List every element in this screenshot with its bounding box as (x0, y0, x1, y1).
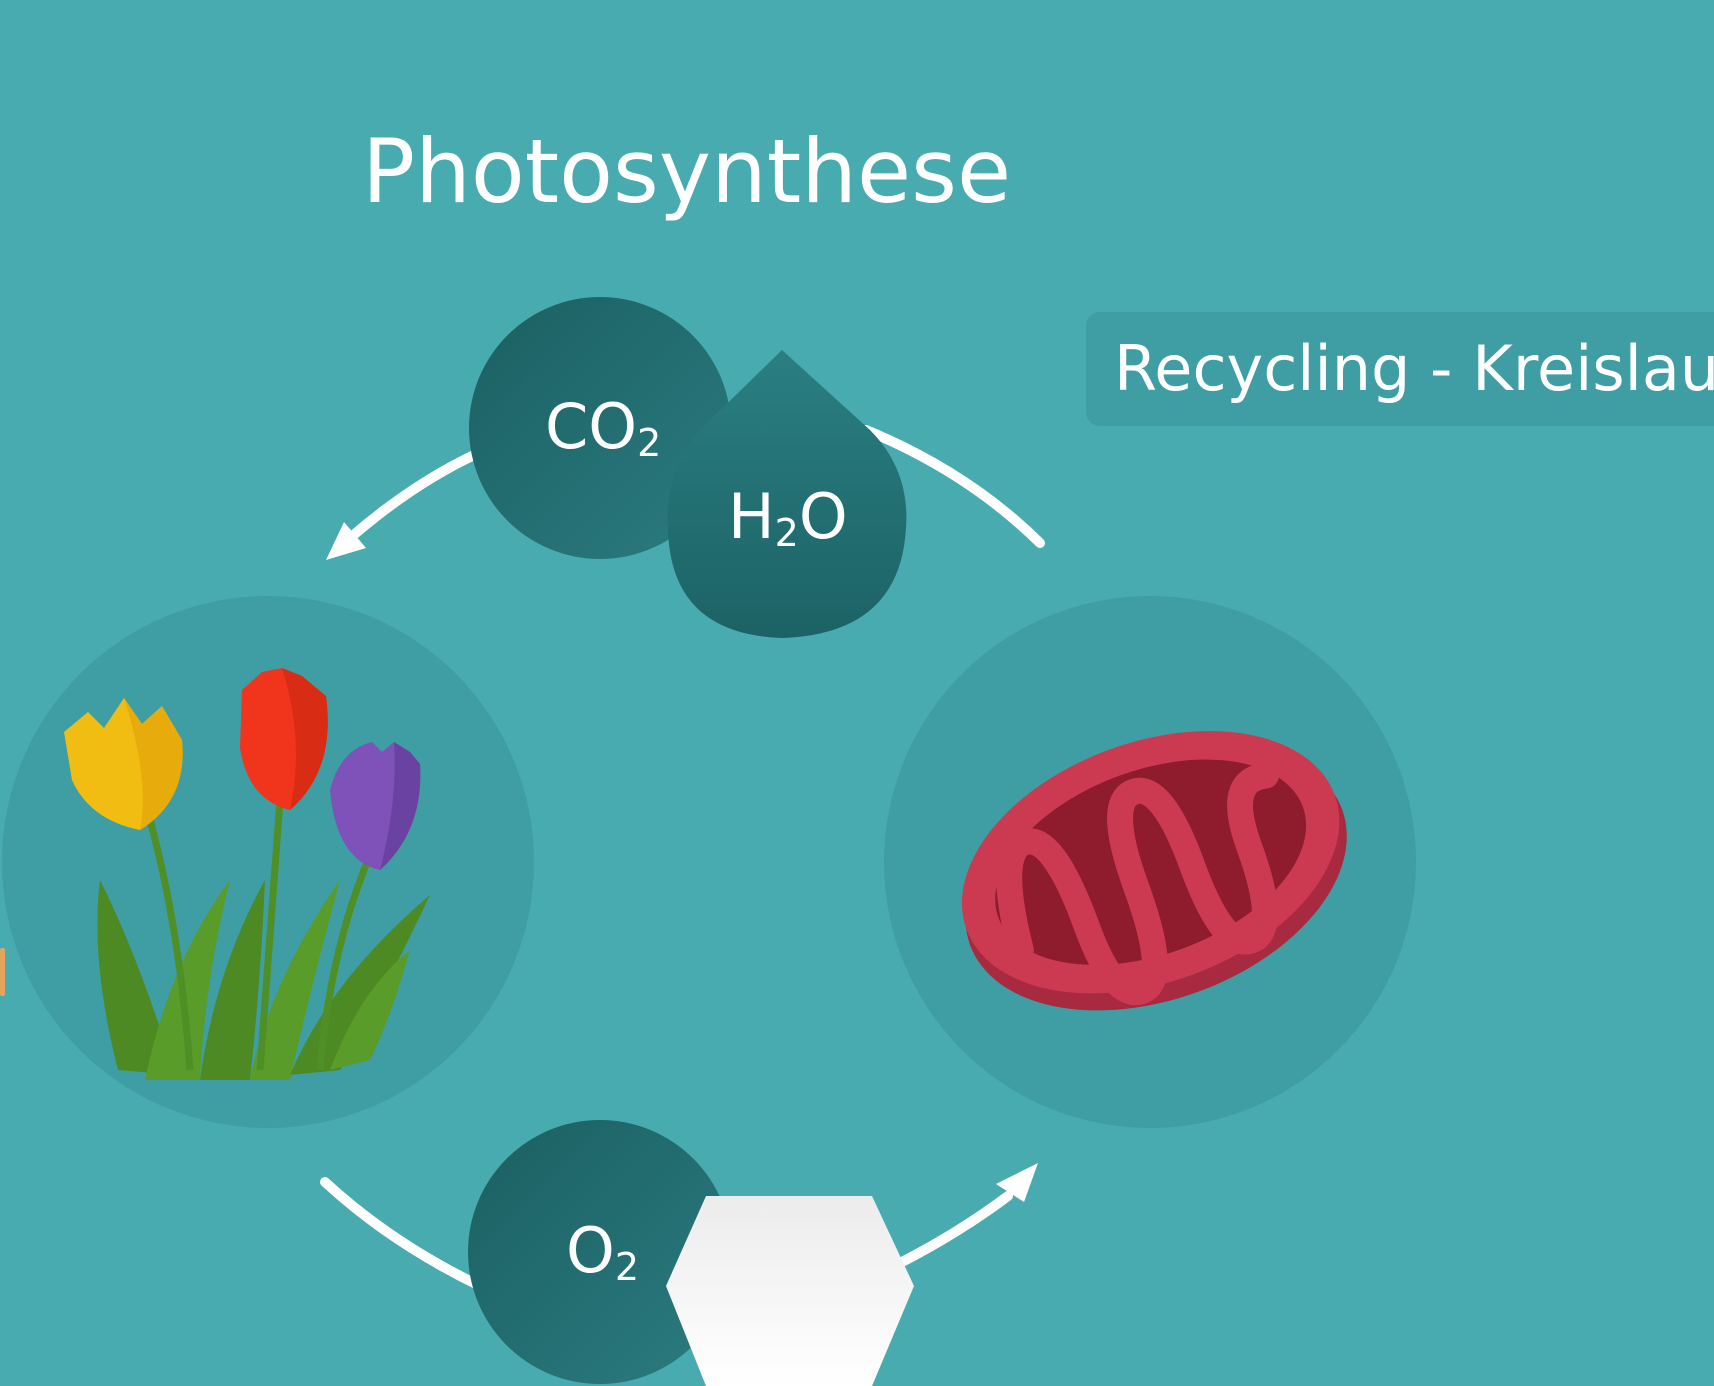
tulips-icon (64, 668, 430, 1080)
co2-subscript: 2 (637, 421, 662, 465)
h2o-label: H2O (728, 480, 848, 555)
co2-label: CO2 (545, 390, 662, 465)
cycle-label-badge: Recycling - Kreislauf (1086, 312, 1714, 426)
o2-molecule (468, 1120, 732, 1384)
edge-highlight-mark (0, 948, 5, 996)
o2-label: O2 (566, 1214, 639, 1289)
co2-molecule (469, 297, 731, 559)
arrow-to-mitochondrion (897, 1163, 1038, 1267)
arc-top-right (861, 425, 1045, 548)
o2-subscript: 2 (614, 1245, 639, 1289)
mitochondrion-icon (961, 731, 1347, 1011)
arc-bottom-left (320, 1177, 483, 1290)
h2o-subscript: 2 (774, 511, 799, 555)
arrow-to-plants (326, 451, 477, 560)
tulip-yellow (64, 698, 183, 830)
tulip-red (240, 668, 328, 810)
o2-symbol: O (566, 1214, 615, 1287)
page-title: Photosynthese (362, 120, 1012, 223)
h2o-symbol-o: O (798, 480, 848, 553)
tulip-purple (330, 742, 421, 870)
co2-symbol: CO (545, 390, 638, 463)
cycle-label-text: Recycling - Kreislauf (1114, 332, 1714, 405)
h2o-symbol-h: H (728, 480, 775, 553)
hexagon-glucose-icon (666, 1196, 914, 1386)
h2o-drop-icon (667, 350, 907, 638)
